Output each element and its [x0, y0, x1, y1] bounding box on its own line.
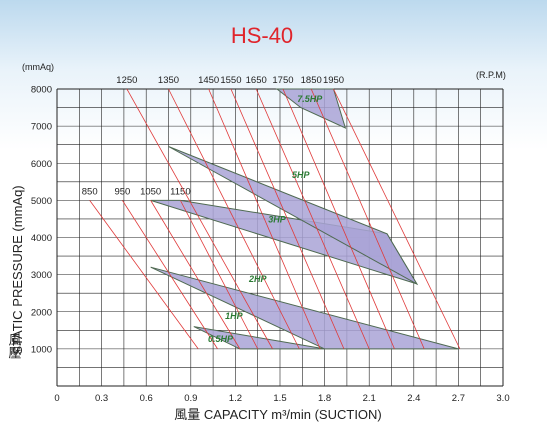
rpm-label-1550: 1550 [220, 75, 241, 86]
y-tick-label: 6000 [31, 159, 52, 170]
rpm-label-950: 950 [114, 186, 130, 197]
rpm-line-950 [122, 200, 218, 350]
rpm-line-1150 [180, 200, 259, 350]
axis-ticks: 0 0.3 0.6 0.9 1.2 1.5 1.8 2.1 2.4 2.7 3.0 1000 2000 3… [31, 85, 510, 405]
rpm-label-1650: 1650 [246, 75, 267, 86]
power-band-0-5hp [193, 326, 325, 350]
x-tick-label: 0.3 [95, 393, 108, 404]
y-unit-label: (mmAq) [22, 62, 54, 72]
chart-title: HS-40 [231, 23, 293, 48]
y-tick-label: 4000 [31, 233, 52, 244]
hp-label-5hp: 5HP [292, 170, 311, 180]
power-band-3hp [168, 146, 419, 286]
rpm-label-1450: 1450 [198, 75, 219, 86]
y-axis-label: STATIC PRESSURE (mmAq) [10, 185, 25, 354]
rpm-line-1350 [168, 88, 300, 350]
rpm-lines: 850 950 1050 1150 1250 1350 1450 1550 1650 1750 18… [82, 75, 461, 350]
rpm-label-1250: 1250 [116, 75, 137, 86]
x-tick-label: 1.2 [229, 393, 242, 404]
y-tick-label: 5000 [31, 196, 52, 207]
y-tick-label: 1000 [31, 344, 52, 355]
rpm-label-1850: 1850 [301, 75, 322, 86]
power-band-1hp [150, 266, 459, 350]
x-tick-label: 2.1 [363, 393, 376, 404]
x-tick-label: 2.7 [452, 393, 465, 404]
x-tick-label: 2.4 [407, 393, 420, 404]
y-tick-label: 3000 [31, 270, 52, 281]
hp-label-1hp: 1HP [225, 311, 244, 321]
rpm-unit-label: (R.P.M) [476, 70, 506, 80]
rpm-line-1550 [230, 88, 345, 350]
rpm-line-1950 [333, 88, 461, 350]
rpm-line-850 [89, 200, 199, 350]
y-tick-label: 2000 [31, 307, 52, 318]
x-tick-label: 1.5 [273, 393, 286, 404]
x-tick-label: 1.8 [318, 393, 331, 404]
hp-label-7-5hp: 7.5HP [297, 94, 323, 104]
hp-label-0-5hp: 0.5HP [208, 334, 234, 344]
hp-labels: 7.5HP 5HP 3HP 2HP 1HP 0.5HP [208, 94, 323, 344]
y-tick-label: 7000 [31, 122, 52, 133]
rpm-label-1950: 1950 [323, 75, 344, 86]
rpm-label-1750: 1750 [272, 75, 293, 86]
rpm-line-1250 [126, 88, 273, 350]
rpm-label-1050: 1050 [140, 186, 161, 197]
x-tick-label: 0.9 [184, 393, 197, 404]
rpm-line-1450 [208, 88, 321, 350]
power-bands [150, 88, 459, 350]
rpm-label-1350: 1350 [158, 75, 179, 86]
rpm-line-1650 [255, 88, 370, 350]
rpm-line-1850 [310, 88, 425, 350]
x-tick-label: 3.0 [496, 393, 509, 404]
x-tick-label: 0.6 [140, 393, 153, 404]
y-axis-label-cjk: 風壓 [7, 333, 22, 359]
hp-label-2hp: 2HP [248, 274, 268, 284]
x-axis-label: 風量 CAPACITY m³/min (SUCTION) [174, 407, 382, 422]
hp-label-3hp: 3HP [268, 215, 287, 225]
x-tick-label: 0 [54, 393, 59, 404]
rpm-line-1050 [150, 200, 241, 350]
rpm-label-1150: 1150 [170, 186, 190, 197]
rpm-label-850: 850 [82, 186, 98, 197]
rpm-line-1750 [282, 88, 395, 350]
power-band-7-5hp [275, 88, 347, 129]
y-tick-label: 8000 [31, 85, 52, 96]
